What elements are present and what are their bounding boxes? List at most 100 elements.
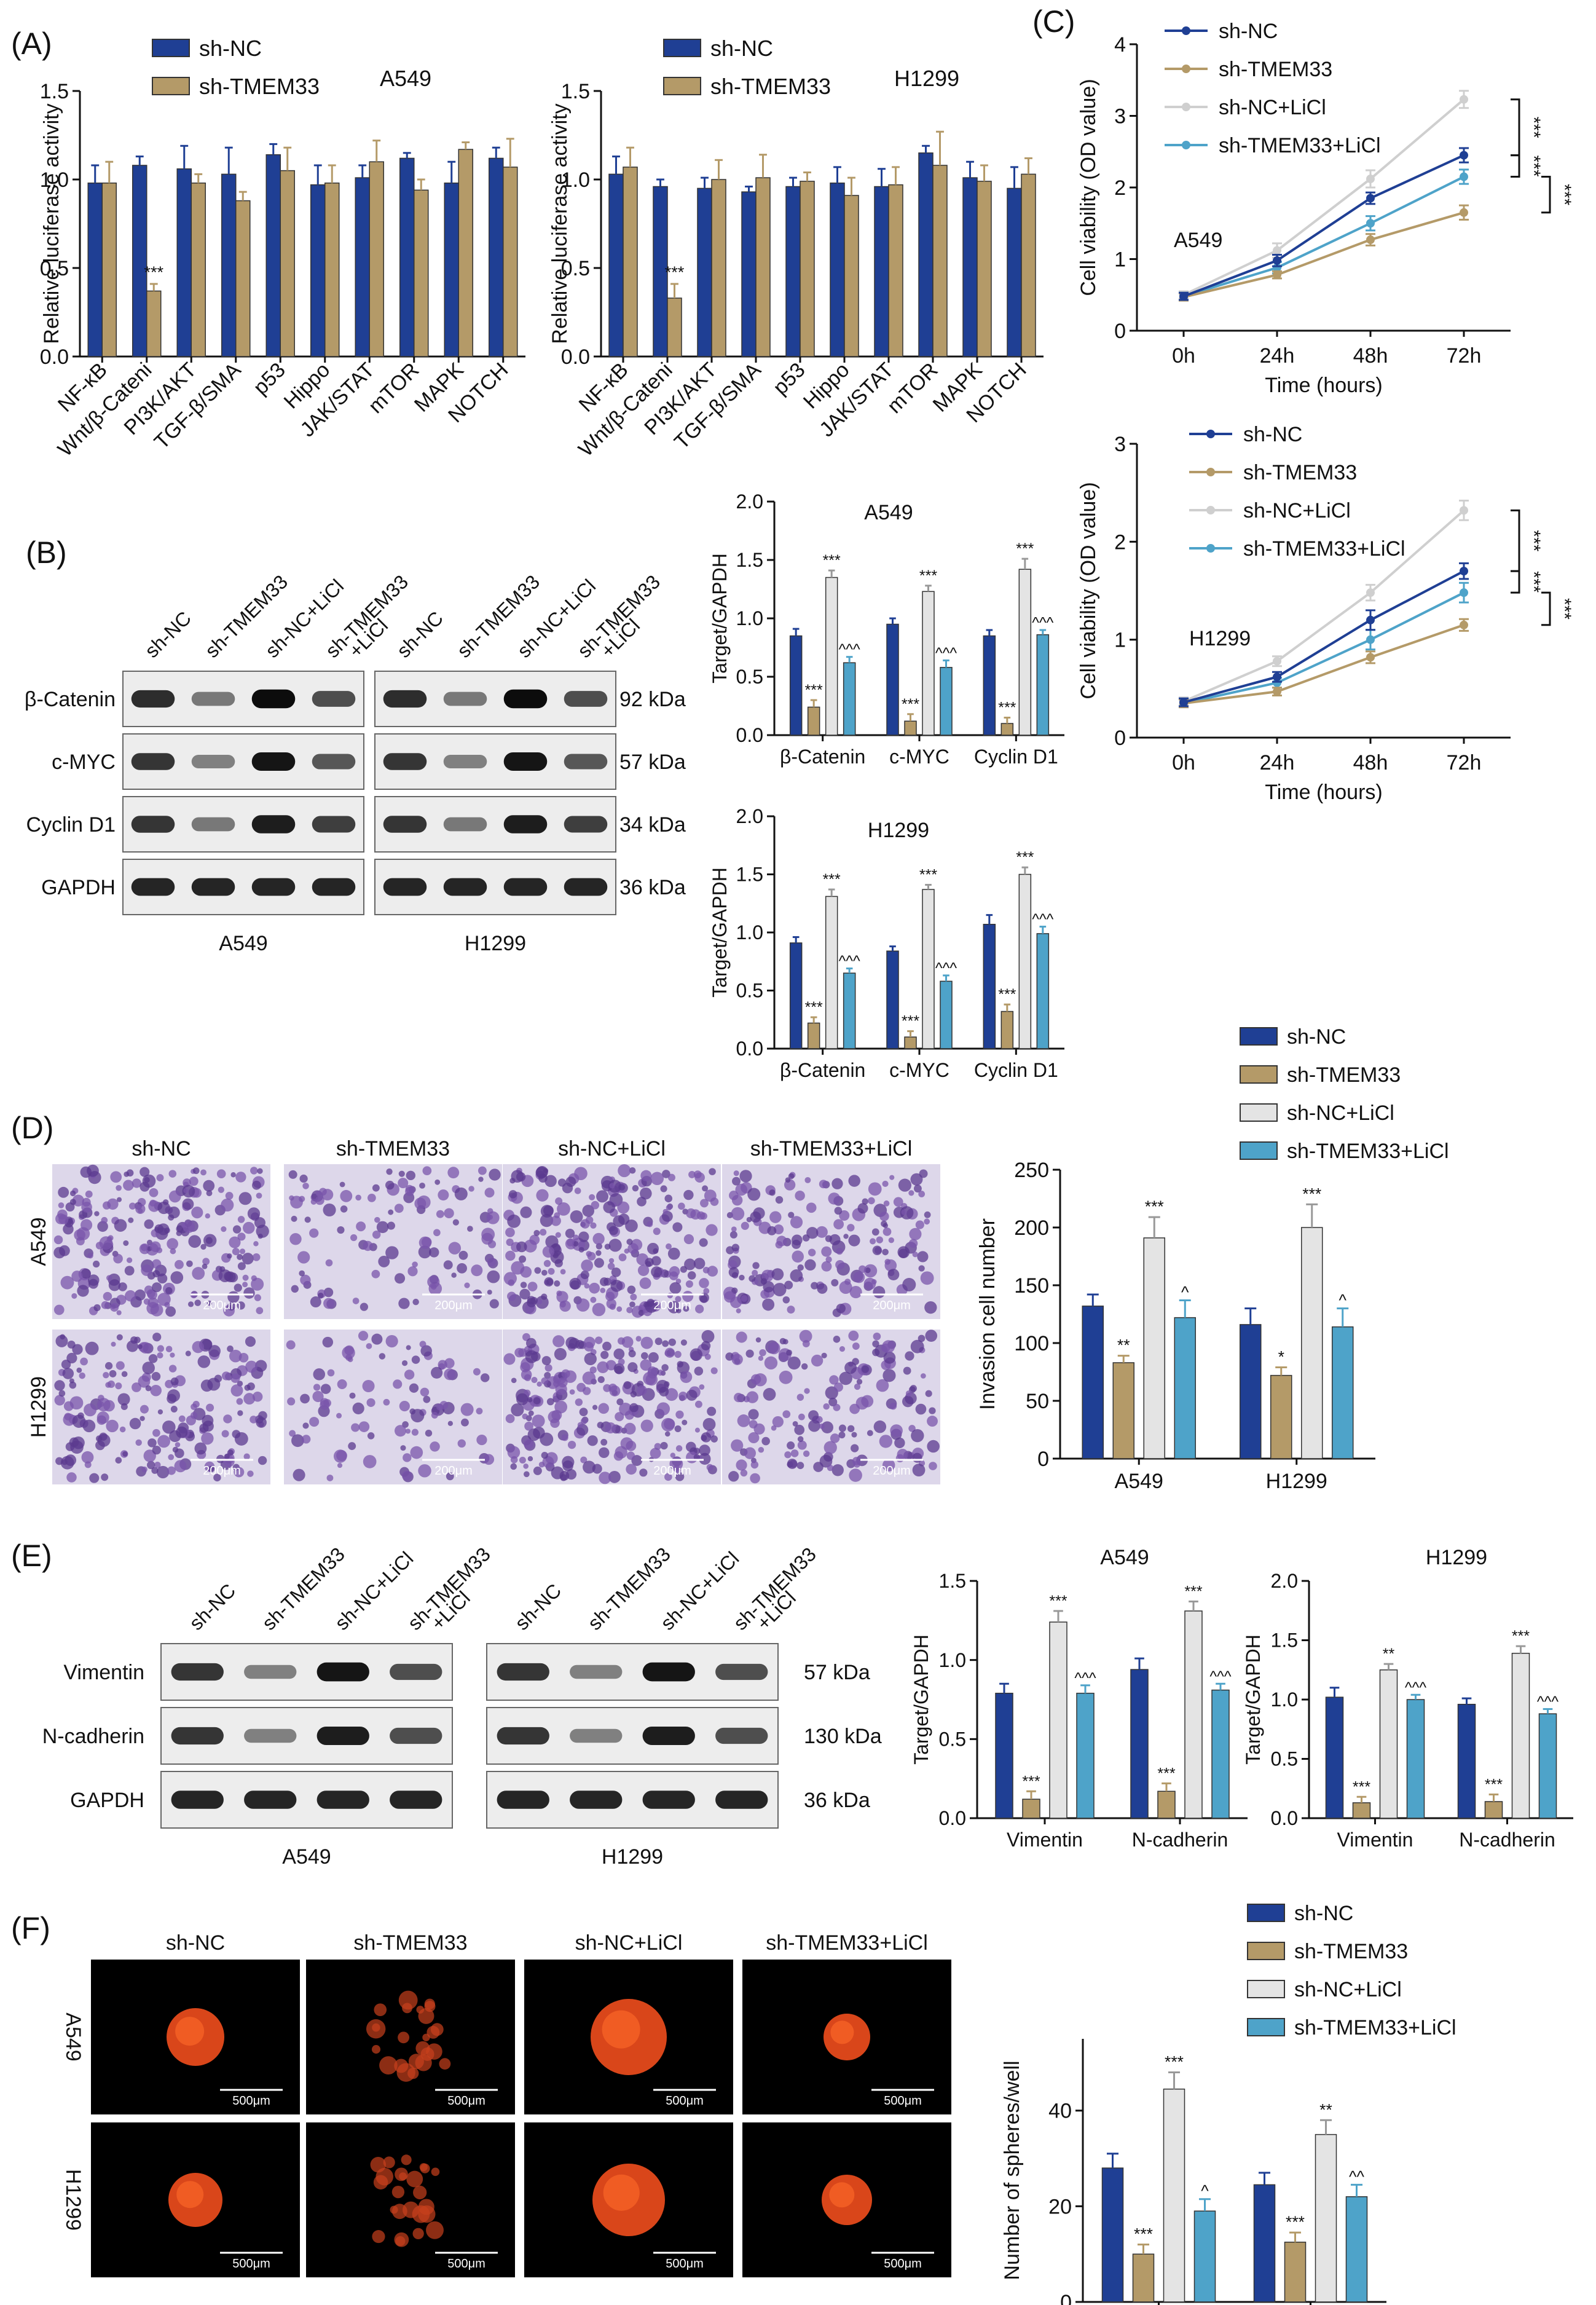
stained-cell: [543, 1259, 551, 1267]
stained-cell: [785, 1177, 791, 1183]
stained-cell: [862, 1198, 868, 1205]
stained-cell: [242, 1253, 254, 1265]
stained-cell: [806, 1227, 819, 1239]
sphere-micrograph: 500μm: [524, 2122, 733, 2277]
stained-cell: [383, 1398, 390, 1406]
stained-cell: [87, 1253, 93, 1259]
x-tick-label: c-MYC: [889, 746, 949, 768]
legend: sh-NC sh-TMEM33: [663, 36, 831, 99]
stained-cell: [819, 1423, 825, 1429]
sphere-fragment: [383, 2156, 395, 2169]
y-tick-label: 0.0: [561, 345, 590, 369]
stained-cell: [457, 1439, 466, 1448]
bar-sh-tmem33: [280, 170, 295, 357]
stained-cell: [740, 1469, 748, 1477]
bar-sh-tmem33-licl: [940, 980, 953, 1049]
sphere-fragment: [412, 2228, 424, 2240]
bar-sh-tmem33: [503, 167, 518, 357]
stained-cell: [625, 1219, 638, 1232]
stained-cell: [611, 1267, 621, 1277]
stained-cell: [203, 1234, 217, 1247]
panel-label-d: (D): [11, 1111, 53, 1145]
stained-cell: [69, 1396, 84, 1410]
stained-cell: [157, 1273, 168, 1284]
y-tick-label: 0.5: [40, 257, 69, 280]
sphere-fragment: [379, 2056, 398, 2074]
y-axis-label: Target/GAPDH: [709, 867, 731, 998]
stained-cell: [178, 1415, 186, 1422]
y-tick-label: 1: [1114, 629, 1126, 652]
stained-cell: [386, 1168, 393, 1175]
significance-label: ***: [1184, 1583, 1202, 1600]
stained-cell: [769, 1211, 782, 1223]
scale-bar-label: 200μm: [203, 1299, 241, 1312]
blot-strip: [374, 671, 616, 727]
stained-cell: [505, 1227, 515, 1237]
stained-cell: [419, 1182, 425, 1189]
stained-cell: [702, 1185, 709, 1192]
data-point: [1460, 208, 1468, 217]
stained-cell: [201, 1432, 214, 1445]
stained-cell: [406, 1345, 411, 1350]
stained-cell: [206, 1300, 213, 1306]
stained-cell: [516, 1393, 529, 1406]
stained-cell: [537, 1299, 543, 1305]
y-tick-label: 20: [1048, 2195, 1072, 2218]
sphere-fragment: [394, 2059, 409, 2073]
scale-bar-label: 200μm: [434, 1299, 473, 1312]
stained-cell: [374, 1216, 380, 1223]
stained-cell: [684, 1258, 696, 1271]
stained-cell: [912, 1452, 922, 1463]
stained-cell: [801, 1363, 808, 1370]
stained-cell: [234, 1283, 242, 1292]
stained-cell: [635, 1336, 642, 1342]
bar-sh-tmem33-licl: [1193, 2210, 1216, 2303]
stained-cell: [529, 1234, 540, 1245]
stained-cell: [519, 1288, 530, 1300]
stained-cell: [505, 1250, 516, 1261]
stained-cell: [918, 1334, 926, 1342]
legend-label: sh-NC+LiCl: [1219, 96, 1326, 119]
bar-sh-tmem33: [1284, 2241, 1307, 2303]
stained-cell: [640, 1352, 648, 1360]
stained-cell: [524, 1421, 533, 1431]
stained-cell: [909, 1227, 922, 1240]
micrograph-column-label: sh-TMEM33+LiCl: [750, 1137, 913, 1160]
stained-cell: [436, 1210, 444, 1218]
stained-cell: [674, 1350, 682, 1358]
data-point: [1273, 656, 1281, 666]
significance-label: ***: [1302, 1184, 1321, 1203]
stained-cell: [297, 1251, 310, 1264]
blot-strip: [486, 1707, 779, 1765]
stained-cell: [678, 1392, 688, 1401]
stained-cell: [787, 1459, 798, 1469]
blot-band: [570, 1791, 623, 1809]
blot-band: [171, 1727, 224, 1745]
stained-cell: [60, 1275, 74, 1290]
stained-cell: [736, 1331, 747, 1343]
stained-cell: [540, 1213, 554, 1227]
stained-cell: [227, 1253, 232, 1259]
stained-cell: [170, 1248, 176, 1255]
stained-cell: [151, 1467, 159, 1474]
stained-cell: [750, 1374, 761, 1385]
x-tick-label: 48h: [1353, 344, 1388, 368]
stained-cell: [761, 1436, 770, 1446]
blot-band: [564, 691, 608, 707]
stained-cell: [883, 1200, 890, 1207]
stained-cell: [250, 1167, 258, 1175]
stained-cell: [808, 1419, 820, 1432]
stained-cell: [618, 1358, 625, 1366]
blot-row-label: Cyclin D1: [26, 813, 116, 837]
stained-cell: [870, 1238, 876, 1245]
stained-cell: [132, 1178, 141, 1188]
micrograph-row-label: H1299: [61, 2169, 85, 2231]
bar-sh-tmem33-licl: [1538, 1713, 1557, 1819]
stained-cell: [156, 1465, 170, 1479]
stained-cell: [640, 1419, 653, 1432]
stained-cell: [433, 1229, 441, 1237]
stained-cell: [574, 1167, 588, 1181]
bar-sh-tmem33: [711, 179, 726, 357]
stained-cell: [873, 1286, 886, 1299]
stained-cell: [418, 1245, 431, 1259]
